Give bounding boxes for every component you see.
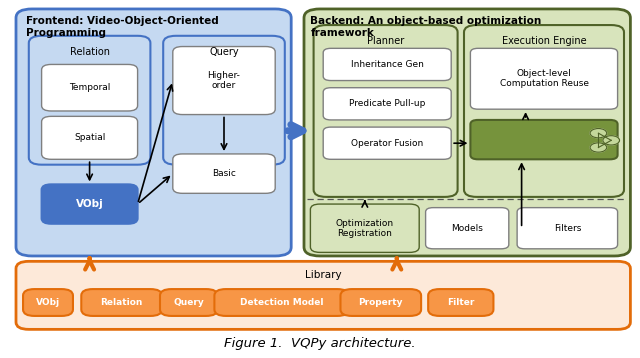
Text: Relation: Relation	[100, 298, 143, 307]
Circle shape	[590, 143, 607, 152]
Text: Spatial: Spatial	[74, 133, 106, 142]
Text: Planner: Planner	[367, 36, 404, 46]
FancyBboxPatch shape	[323, 88, 451, 120]
FancyBboxPatch shape	[517, 208, 618, 249]
Text: Execution Engine: Execution Engine	[502, 36, 586, 46]
FancyBboxPatch shape	[304, 9, 630, 256]
FancyBboxPatch shape	[214, 289, 349, 316]
FancyBboxPatch shape	[470, 48, 618, 109]
Text: Query: Query	[209, 47, 239, 57]
Text: Query: Query	[173, 298, 204, 307]
FancyBboxPatch shape	[16, 261, 630, 329]
Text: Operator Fusion: Operator Fusion	[351, 139, 423, 148]
FancyBboxPatch shape	[81, 289, 162, 316]
FancyBboxPatch shape	[426, 208, 509, 249]
FancyBboxPatch shape	[23, 289, 73, 316]
FancyBboxPatch shape	[16, 9, 291, 256]
FancyBboxPatch shape	[42, 64, 138, 111]
Text: Predicate Pull-up: Predicate Pull-up	[349, 99, 426, 108]
Text: Optimization
Registration: Optimization Registration	[336, 218, 394, 238]
Text: Relation: Relation	[70, 47, 109, 57]
FancyBboxPatch shape	[160, 289, 218, 316]
Text: Detection Model: Detection Model	[240, 298, 323, 307]
Text: Frontend: Video-Object-Oriented
Programming: Frontend: Video-Object-Oriented Programm…	[26, 16, 218, 38]
FancyBboxPatch shape	[314, 25, 458, 197]
FancyBboxPatch shape	[173, 154, 275, 193]
Circle shape	[603, 136, 620, 145]
Text: VObj: VObj	[76, 199, 104, 209]
FancyBboxPatch shape	[42, 184, 138, 224]
FancyBboxPatch shape	[428, 289, 493, 316]
Text: Filter: Filter	[447, 298, 474, 307]
Text: Figure 1.  VQPy architecture.: Figure 1. VQPy architecture.	[224, 337, 416, 350]
Text: Temporal: Temporal	[69, 83, 110, 92]
Text: Property: Property	[358, 298, 403, 307]
FancyBboxPatch shape	[323, 48, 451, 81]
Text: Library: Library	[305, 270, 342, 280]
Text: VObj: VObj	[36, 298, 60, 307]
FancyBboxPatch shape	[163, 36, 285, 165]
Text: Object-level
Computation Reuse: Object-level Computation Reuse	[499, 69, 589, 88]
Text: Backend: An object-based optimization
framework: Backend: An object-based optimization fr…	[310, 16, 541, 38]
FancyBboxPatch shape	[470, 120, 618, 159]
FancyBboxPatch shape	[173, 47, 275, 115]
Text: Higher-
order: Higher- order	[207, 71, 241, 90]
FancyBboxPatch shape	[42, 116, 138, 159]
Text: Filters: Filters	[554, 224, 581, 233]
Text: Models: Models	[451, 224, 483, 233]
Text: Inheritance Gen: Inheritance Gen	[351, 60, 424, 69]
FancyBboxPatch shape	[323, 127, 451, 159]
Text: Basic: Basic	[212, 169, 236, 178]
FancyBboxPatch shape	[340, 289, 421, 316]
FancyBboxPatch shape	[310, 204, 419, 252]
Circle shape	[590, 129, 607, 138]
FancyBboxPatch shape	[464, 25, 624, 197]
FancyBboxPatch shape	[29, 36, 150, 165]
